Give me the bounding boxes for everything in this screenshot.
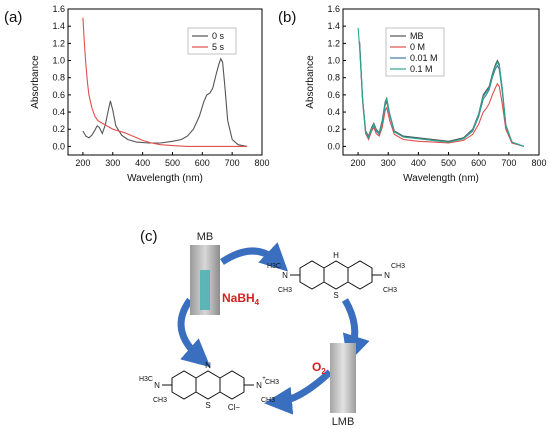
legend: MB0 M0.01 M0.1 M [385, 27, 445, 77]
y-tick-label: 0.6 [327, 90, 340, 100]
o2-reagent-label: O2 [312, 360, 326, 376]
legend-entry: 0 M [410, 42, 425, 52]
lmb-vial [330, 343, 356, 413]
x-tick-label: 600 [195, 158, 210, 168]
y-tick-label: 0.8 [327, 73, 340, 83]
mb-right-n-label: N [256, 381, 262, 390]
lmb-left-methyl-bottom: CH3 [278, 287, 292, 294]
x-tick-label: 300 [105, 158, 120, 168]
y-tick-label: 0.0 [52, 141, 65, 151]
mb-ring-s-label: S [205, 401, 210, 410]
x-tick-label: 300 [381, 158, 396, 168]
lmb-right-ring [347, 260, 373, 290]
arrow-mb-to-lmb [220, 242, 289, 272]
mb-left-ring [171, 370, 197, 400]
panel-a-label: (a) [4, 9, 22, 26]
y-tick-label: 0.2 [52, 124, 65, 134]
arrow-nabh4-reduction [177, 297, 211, 368]
mb-right-ring [219, 370, 245, 400]
mb-structure [162, 370, 254, 400]
mb-right-methyl-top: CH3 [265, 379, 279, 386]
y-tick-label: 1.2 [327, 38, 340, 48]
mb-left-methyl-bottom: CH3 [153, 397, 167, 404]
y-tick-label: 0.6 [52, 90, 65, 100]
reaction-scheme: MB NaBH4 LMB O2 H S N H3C CH3 N CH3 CH3 [139, 231, 405, 428]
lmb-middle-ring [323, 260, 349, 290]
lmb-left-ring [299, 260, 325, 290]
legend-entry: 0 s [212, 31, 225, 41]
lmb-left-methyl-top: H3C [267, 263, 281, 270]
y-axis-label: Absorbance [30, 55, 41, 109]
panel-c-label: (c) [140, 228, 158, 245]
plot-frame [67, 8, 263, 156]
y-tick-label: 1.6 [327, 4, 340, 14]
y-tick-label: 1.4 [327, 21, 340, 31]
x-axis-label: Wavelength (nm) [127, 173, 203, 184]
legend-box [187, 27, 237, 55]
plot-frame [342, 8, 540, 156]
y-tick-label: 0.4 [52, 107, 65, 117]
x-tick-label: 700 [501, 158, 516, 168]
y-tick-label: 1.4 [52, 21, 65, 31]
arrow-to-lmb-vial [341, 298, 370, 364]
x-tick-label: 500 [441, 158, 456, 168]
lmb-right-methyl-bottom: CH3 [383, 287, 397, 294]
lmb-structure [290, 260, 382, 290]
series-line [82, 57, 248, 147]
y-tick-label: 0.4 [327, 107, 340, 117]
mb-left-methyl-top: H3C [139, 376, 153, 383]
mb-middle-ring [195, 370, 221, 400]
chart-b: 200 300 400 500 600 700 800 0.0 0.2 0.4 0.6 0.8 1.0 1… [305, 4, 547, 184]
lmb-right-methyl-top: CH3 [391, 263, 405, 270]
mb-right-n-charge: + [262, 376, 266, 382]
y-axis-label: Absorbance [305, 55, 316, 109]
x-tick-label: 500 [165, 158, 180, 168]
mb-vial-label: MB [197, 231, 214, 243]
x-tick-label: 400 [135, 158, 150, 168]
chart-a: 200 300 400 500 600 700 800 0.0 0.2 0.4 0.6 0.8 1.0 1… [30, 4, 270, 184]
nabh4-reagent-label: NaBH4 [222, 291, 260, 307]
lmb-right-n-label: N [384, 271, 390, 280]
y-tick-label: 1.0 [52, 56, 65, 66]
mb-counterion: Cl− [228, 403, 241, 412]
arrow-o2-oxidation [264, 369, 333, 415]
x-tick-label: 200 [351, 158, 366, 168]
series-line [359, 43, 525, 147]
y-tick-label: 1.6 [52, 4, 65, 14]
lmb-left-n-label: N [282, 271, 288, 280]
legend-entry: 5 s [212, 42, 225, 52]
series-line [82, 17, 248, 147]
mb-vial-blue-solution [200, 270, 210, 310]
legend-entry: 0.01 M [410, 53, 438, 63]
legend-entry: 0.1 M [410, 64, 433, 74]
x-tick-label: 600 [471, 158, 486, 168]
x-tick-label: 700 [225, 158, 240, 168]
y-tick-label: 0.8 [52, 73, 65, 83]
lmb-nh-label: H [333, 251, 339, 260]
y-tick-label: 0.2 [327, 124, 340, 134]
x-tick-label: 400 [411, 158, 426, 168]
lmb-s-label: S [333, 291, 338, 300]
legend-entry: MB [410, 31, 424, 41]
mb-ring-n-label: N [205, 361, 211, 370]
y-tick-label: 1.2 [52, 38, 65, 48]
y-tick-label: 1.0 [327, 56, 340, 66]
mb-left-n-label: N [154, 381, 160, 390]
x-tick-label: 200 [75, 158, 90, 168]
panel-b-label: (b) [278, 9, 296, 26]
x-tick-label: 800 [254, 158, 269, 168]
y-tick-label: 0.0 [327, 141, 340, 151]
x-axis-label: Wavelength (nm) [403, 173, 479, 184]
mb-right-methyl-bottom: CH3 [261, 397, 275, 404]
legend: 0 s5 s [187, 27, 237, 55]
lmb-vial-label: LMB [332, 416, 355, 428]
x-tick-label: 800 [531, 158, 546, 168]
series-line [357, 27, 525, 147]
